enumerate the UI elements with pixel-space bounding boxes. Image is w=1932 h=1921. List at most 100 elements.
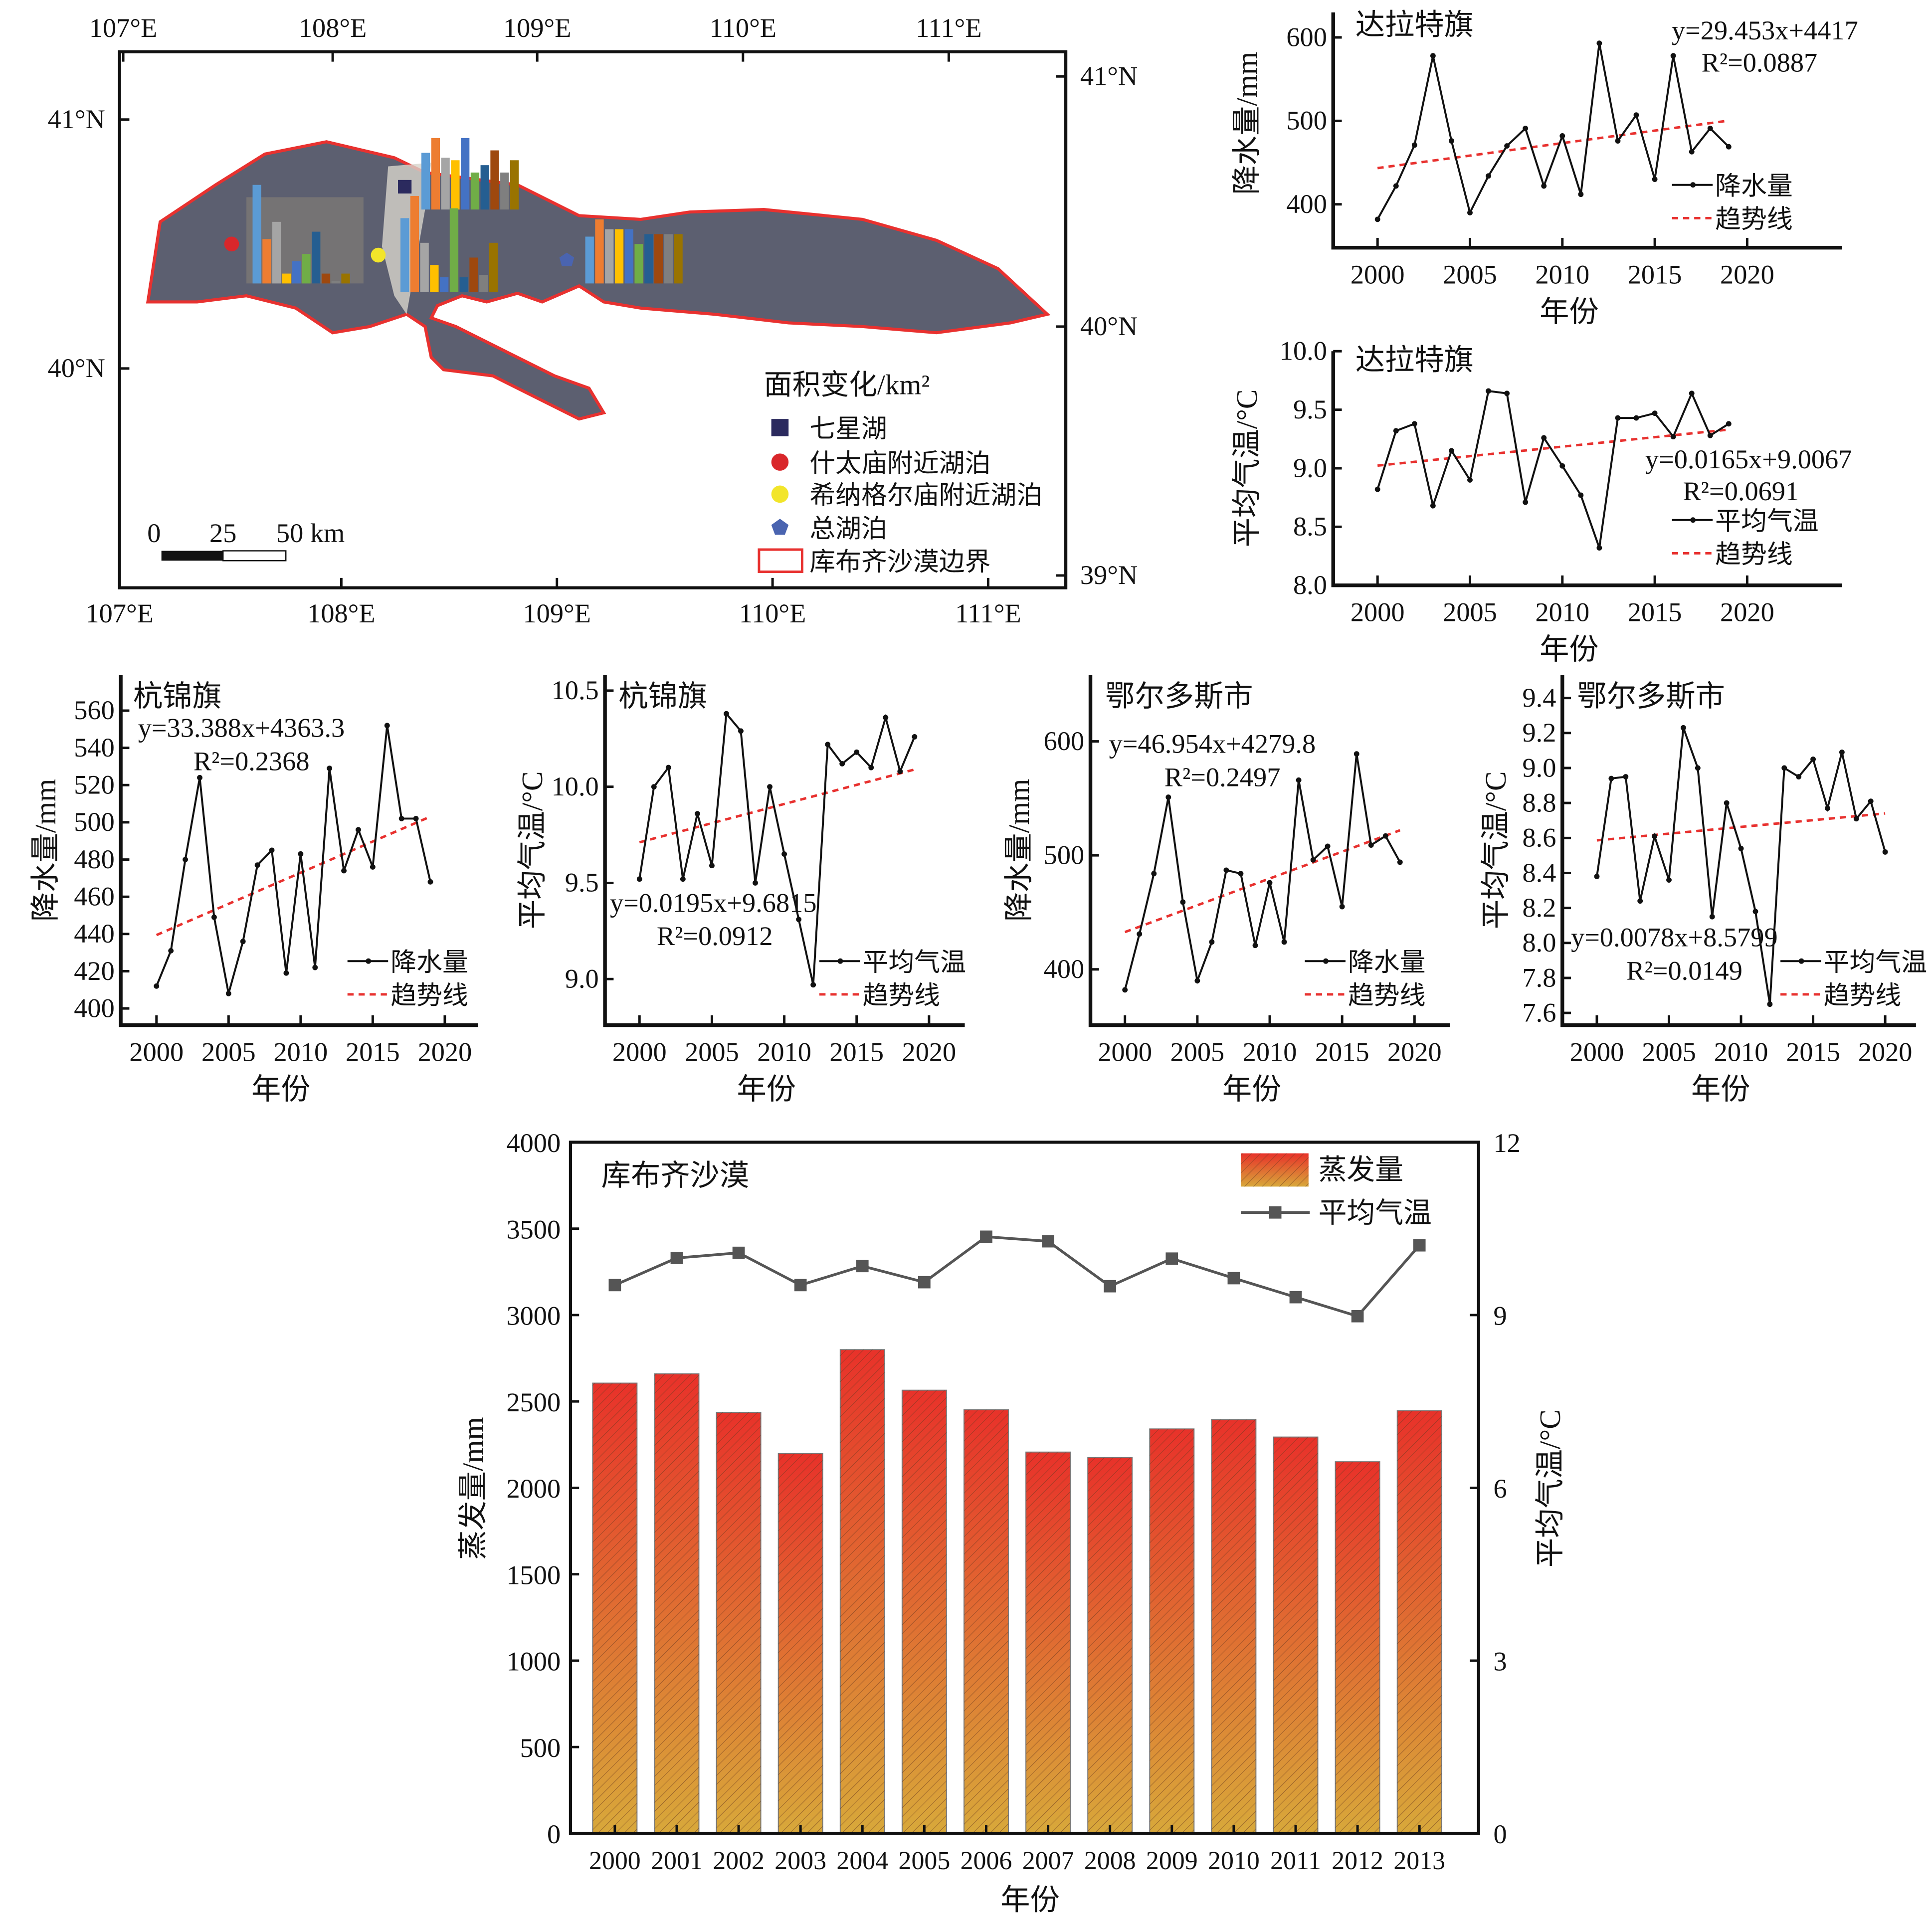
- x-axis-label: 年份: [1000, 1884, 1060, 1917]
- lon-label-top: 109°E: [503, 13, 571, 43]
- r-squared: R²=0.0912: [657, 921, 773, 951]
- x-tick-label: 2020: [418, 1037, 472, 1067]
- y-tick-label: 440: [74, 919, 115, 949]
- lon-label-bottom: 110°E: [739, 598, 806, 628]
- lake-area-bar: [664, 234, 673, 284]
- lake-area-bar: [614, 229, 624, 284]
- map-legend-label: 什太庙附近湖泊: [809, 449, 990, 478]
- data-point: [1726, 421, 1732, 427]
- data-point: [665, 765, 671, 770]
- x-tick-label: 2010: [1714, 1037, 1768, 1067]
- lake-area-bar: [644, 234, 653, 284]
- r-squared: R²=0.0887: [1702, 47, 1818, 77]
- chart-title: 达拉特旗: [1355, 8, 1474, 41]
- bar-hatch: [840, 1349, 885, 1834]
- line-chart-4: 400 500 600 2000 2005 2010 2015 2020 年份 降水量/mm 鄂尔多…: [1002, 675, 1450, 1106]
- data-point: [1825, 805, 1830, 811]
- qixing-lake-marker: [398, 180, 412, 194]
- y2-tick-label: 0: [1493, 1819, 1507, 1849]
- scale-bar-white: [222, 550, 287, 562]
- temperature-point: [1042, 1235, 1054, 1248]
- data-point: [868, 765, 874, 770]
- r-squared: R²=0.0691: [1683, 476, 1799, 506]
- lake-area-bar: [302, 254, 311, 284]
- data-point: [1752, 909, 1758, 915]
- line-chart-2: 400 420 440 460 480 500 520 540 560 2000 2005 2010 2…: [29, 675, 478, 1106]
- y-axis-label: 降水量/mm: [1230, 52, 1263, 195]
- data-point: [839, 761, 845, 767]
- data-point: [897, 768, 903, 774]
- data-point: [1724, 800, 1730, 806]
- data-point: [168, 948, 174, 954]
- y-tick-label: 500: [1044, 840, 1085, 870]
- y2-tick-label: 3: [1493, 1647, 1507, 1677]
- lake-area-bar: [461, 138, 470, 210]
- data-point: [1615, 138, 1621, 144]
- total-lake-marker: [559, 252, 575, 266]
- data-point: [636, 876, 642, 882]
- line-chart-5: 7.6 7.8 8.0 8.2 8.4 8.6 8.8 9.0 9.2 9.4 2000 2005 20…: [1479, 675, 1927, 1106]
- legend-label: 平均气温: [1715, 508, 1819, 536]
- temperature-point: [670, 1252, 683, 1264]
- legend-marker-icon: [1690, 182, 1696, 188]
- lake-area-bar: [400, 218, 409, 292]
- y-tick-label: 3000: [506, 1301, 561, 1331]
- data-point: [1689, 390, 1695, 396]
- legend-label: 平均气温: [1824, 949, 1928, 977]
- xinageer-lake-marker: [371, 247, 386, 263]
- data-point: [1194, 978, 1200, 984]
- temperature-point: [1289, 1291, 1302, 1304]
- map-legend-label: 七星湖: [809, 415, 887, 443]
- bar-hatch: [1088, 1457, 1133, 1834]
- y2-tick-label: 12: [1493, 1128, 1520, 1158]
- data-point: [1810, 757, 1816, 762]
- y-tick-label: 540: [74, 733, 115, 763]
- data-point: [1738, 845, 1744, 851]
- lake-area-bar: [510, 160, 519, 210]
- data-point: [1281, 939, 1287, 945]
- x-tick-label: 2007: [1022, 1847, 1074, 1875]
- data-point: [1666, 877, 1672, 883]
- data-point: [356, 827, 361, 833]
- trend-line: [1596, 812, 1886, 842]
- temperature-point: [794, 1279, 807, 1292]
- scale-label: 25: [209, 518, 236, 548]
- chart-title: 鄂尔多斯市: [1577, 680, 1725, 713]
- legend-label: 降水量: [1348, 949, 1426, 977]
- legend-square-icon: [1269, 1206, 1282, 1219]
- lake-area-bar: [430, 265, 439, 292]
- data-point: [1594, 874, 1600, 879]
- data-point: [1252, 943, 1258, 949]
- y-tick-label: 1000: [506, 1647, 561, 1677]
- data-line: [638, 711, 916, 985]
- data-point: [1781, 765, 1787, 771]
- lake-area-bar: [421, 153, 430, 210]
- lon-label-bottom: 109°E: [523, 598, 591, 628]
- bar-hatch: [778, 1453, 823, 1834]
- data-point: [1637, 898, 1643, 904]
- x-tick-label: 2005: [1443, 259, 1497, 289]
- data-point: [694, 811, 700, 817]
- data-point: [1411, 142, 1417, 148]
- lake-area-bar: [441, 158, 450, 210]
- lake-area-bar: [449, 208, 459, 292]
- data-point: [283, 970, 289, 976]
- x-tick-label: 2020: [1858, 1037, 1913, 1067]
- lake-area-bar: [420, 242, 429, 292]
- data-point: [1578, 492, 1584, 498]
- x-axis-label: 年份: [1691, 1073, 1750, 1106]
- data-point: [1296, 777, 1302, 783]
- data-point: [912, 734, 918, 740]
- bar-hatch: [1150, 1429, 1194, 1834]
- legend-label: 趋势线: [1348, 982, 1426, 1010]
- x-tick-label: 2003: [774, 1847, 826, 1875]
- y-tick-label: 9.5: [565, 868, 599, 898]
- y-tick-label: 8.0: [1293, 570, 1327, 600]
- lake-area-bar: [489, 242, 498, 292]
- x-axis-label: 年份: [737, 1073, 796, 1106]
- lake-area-bar: [282, 273, 291, 284]
- data-point: [1467, 477, 1473, 483]
- lake-area-bar: [470, 173, 480, 210]
- axes: [1088, 675, 1450, 1027]
